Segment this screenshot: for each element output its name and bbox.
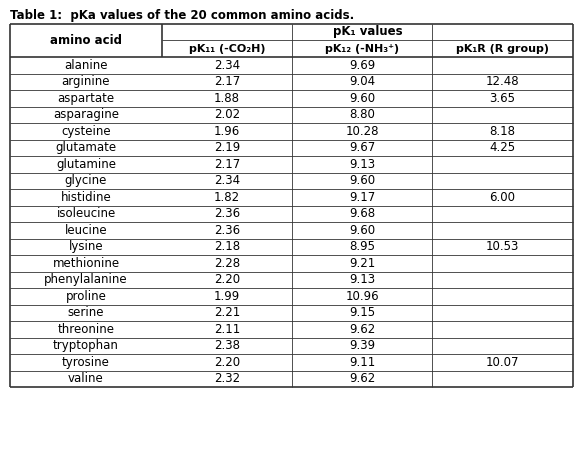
Text: 2.36: 2.36 — [214, 224, 240, 237]
Text: 10.07: 10.07 — [486, 356, 519, 369]
Text: 9.11: 9.11 — [349, 356, 375, 369]
Text: 2.21: 2.21 — [214, 306, 240, 319]
Text: 6.00: 6.00 — [490, 191, 515, 204]
Text: 9.67: 9.67 — [349, 141, 375, 154]
Text: 8.80: 8.80 — [349, 108, 375, 121]
Text: glycine: glycine — [65, 174, 107, 187]
Text: 2.17: 2.17 — [214, 75, 240, 88]
Text: tyrosine: tyrosine — [62, 356, 110, 369]
Text: 2.28: 2.28 — [214, 257, 240, 270]
Text: 8.95: 8.95 — [349, 240, 375, 253]
Text: 10.53: 10.53 — [486, 240, 519, 253]
Text: phenylalanine: phenylalanine — [44, 273, 128, 286]
Text: arginine: arginine — [62, 75, 110, 88]
Text: 1.99: 1.99 — [214, 290, 240, 303]
Text: glutamine: glutamine — [56, 158, 116, 171]
Text: 9.60: 9.60 — [349, 174, 375, 187]
Text: 4.25: 4.25 — [490, 141, 515, 154]
Text: 9.62: 9.62 — [349, 372, 375, 385]
Text: 2.32: 2.32 — [214, 372, 240, 385]
Text: Table 1:  pKa values of the 20 common amino acids.: Table 1: pKa values of the 20 common ami… — [10, 9, 354, 22]
Text: 8.18: 8.18 — [490, 125, 515, 138]
Text: threonine: threonine — [58, 323, 114, 336]
Text: 2.20: 2.20 — [214, 356, 240, 369]
Text: 2.17: 2.17 — [214, 158, 240, 171]
Text: 9.68: 9.68 — [349, 207, 375, 220]
Text: aspartate: aspartate — [58, 92, 115, 105]
Text: 2.38: 2.38 — [214, 339, 240, 352]
Text: 2.34: 2.34 — [214, 174, 240, 187]
Text: histidine: histidine — [61, 191, 111, 204]
Text: 2.18: 2.18 — [214, 240, 240, 253]
Text: 12.48: 12.48 — [486, 75, 519, 88]
Text: pK₁₂ (-NH₃⁺): pK₁₂ (-NH₃⁺) — [325, 44, 399, 54]
Text: pK₁R (R group): pK₁R (R group) — [456, 44, 549, 54]
Text: asparagine: asparagine — [53, 108, 119, 121]
Text: 9.39: 9.39 — [349, 339, 375, 352]
Text: methionine: methionine — [52, 257, 120, 270]
Text: 9.04: 9.04 — [349, 75, 375, 88]
Text: serine: serine — [68, 306, 104, 319]
Text: cysteine: cysteine — [61, 125, 111, 138]
Text: 1.82: 1.82 — [214, 191, 240, 204]
Text: 2.19: 2.19 — [214, 141, 240, 154]
Text: amino acid: amino acid — [50, 34, 122, 47]
Text: alanine: alanine — [64, 59, 108, 72]
Text: 1.88: 1.88 — [214, 92, 240, 105]
Text: 9.15: 9.15 — [349, 306, 375, 319]
Text: leucine: leucine — [65, 224, 107, 237]
Text: pK₁ values: pK₁ values — [333, 25, 402, 39]
Text: 9.21: 9.21 — [349, 257, 375, 270]
Text: 2.34: 2.34 — [214, 59, 240, 72]
Text: 9.60: 9.60 — [349, 224, 375, 237]
Text: valine: valine — [68, 372, 104, 385]
Text: 2.20: 2.20 — [214, 273, 240, 286]
Text: 2.36: 2.36 — [214, 207, 240, 220]
Text: 9.60: 9.60 — [349, 92, 375, 105]
Text: 10.96: 10.96 — [345, 290, 379, 303]
Text: 2.11: 2.11 — [214, 323, 240, 336]
Text: 9.62: 9.62 — [349, 323, 375, 336]
Text: lysine: lysine — [69, 240, 103, 253]
Text: 9.17: 9.17 — [349, 191, 375, 204]
Text: 10.28: 10.28 — [345, 125, 379, 138]
Text: 9.13: 9.13 — [349, 273, 375, 286]
Text: tryptophan: tryptophan — [53, 339, 119, 352]
Text: proline: proline — [65, 290, 107, 303]
Text: isoleucine: isoleucine — [57, 207, 115, 220]
Text: 3.65: 3.65 — [490, 92, 515, 105]
Text: 2.02: 2.02 — [214, 108, 240, 121]
Text: 1.96: 1.96 — [214, 125, 240, 138]
Text: 9.13: 9.13 — [349, 158, 375, 171]
Text: 9.69: 9.69 — [349, 59, 375, 72]
Text: pK₁₁ (-CO₂H): pK₁₁ (-CO₂H) — [189, 44, 265, 54]
Text: glutamate: glutamate — [55, 141, 117, 154]
